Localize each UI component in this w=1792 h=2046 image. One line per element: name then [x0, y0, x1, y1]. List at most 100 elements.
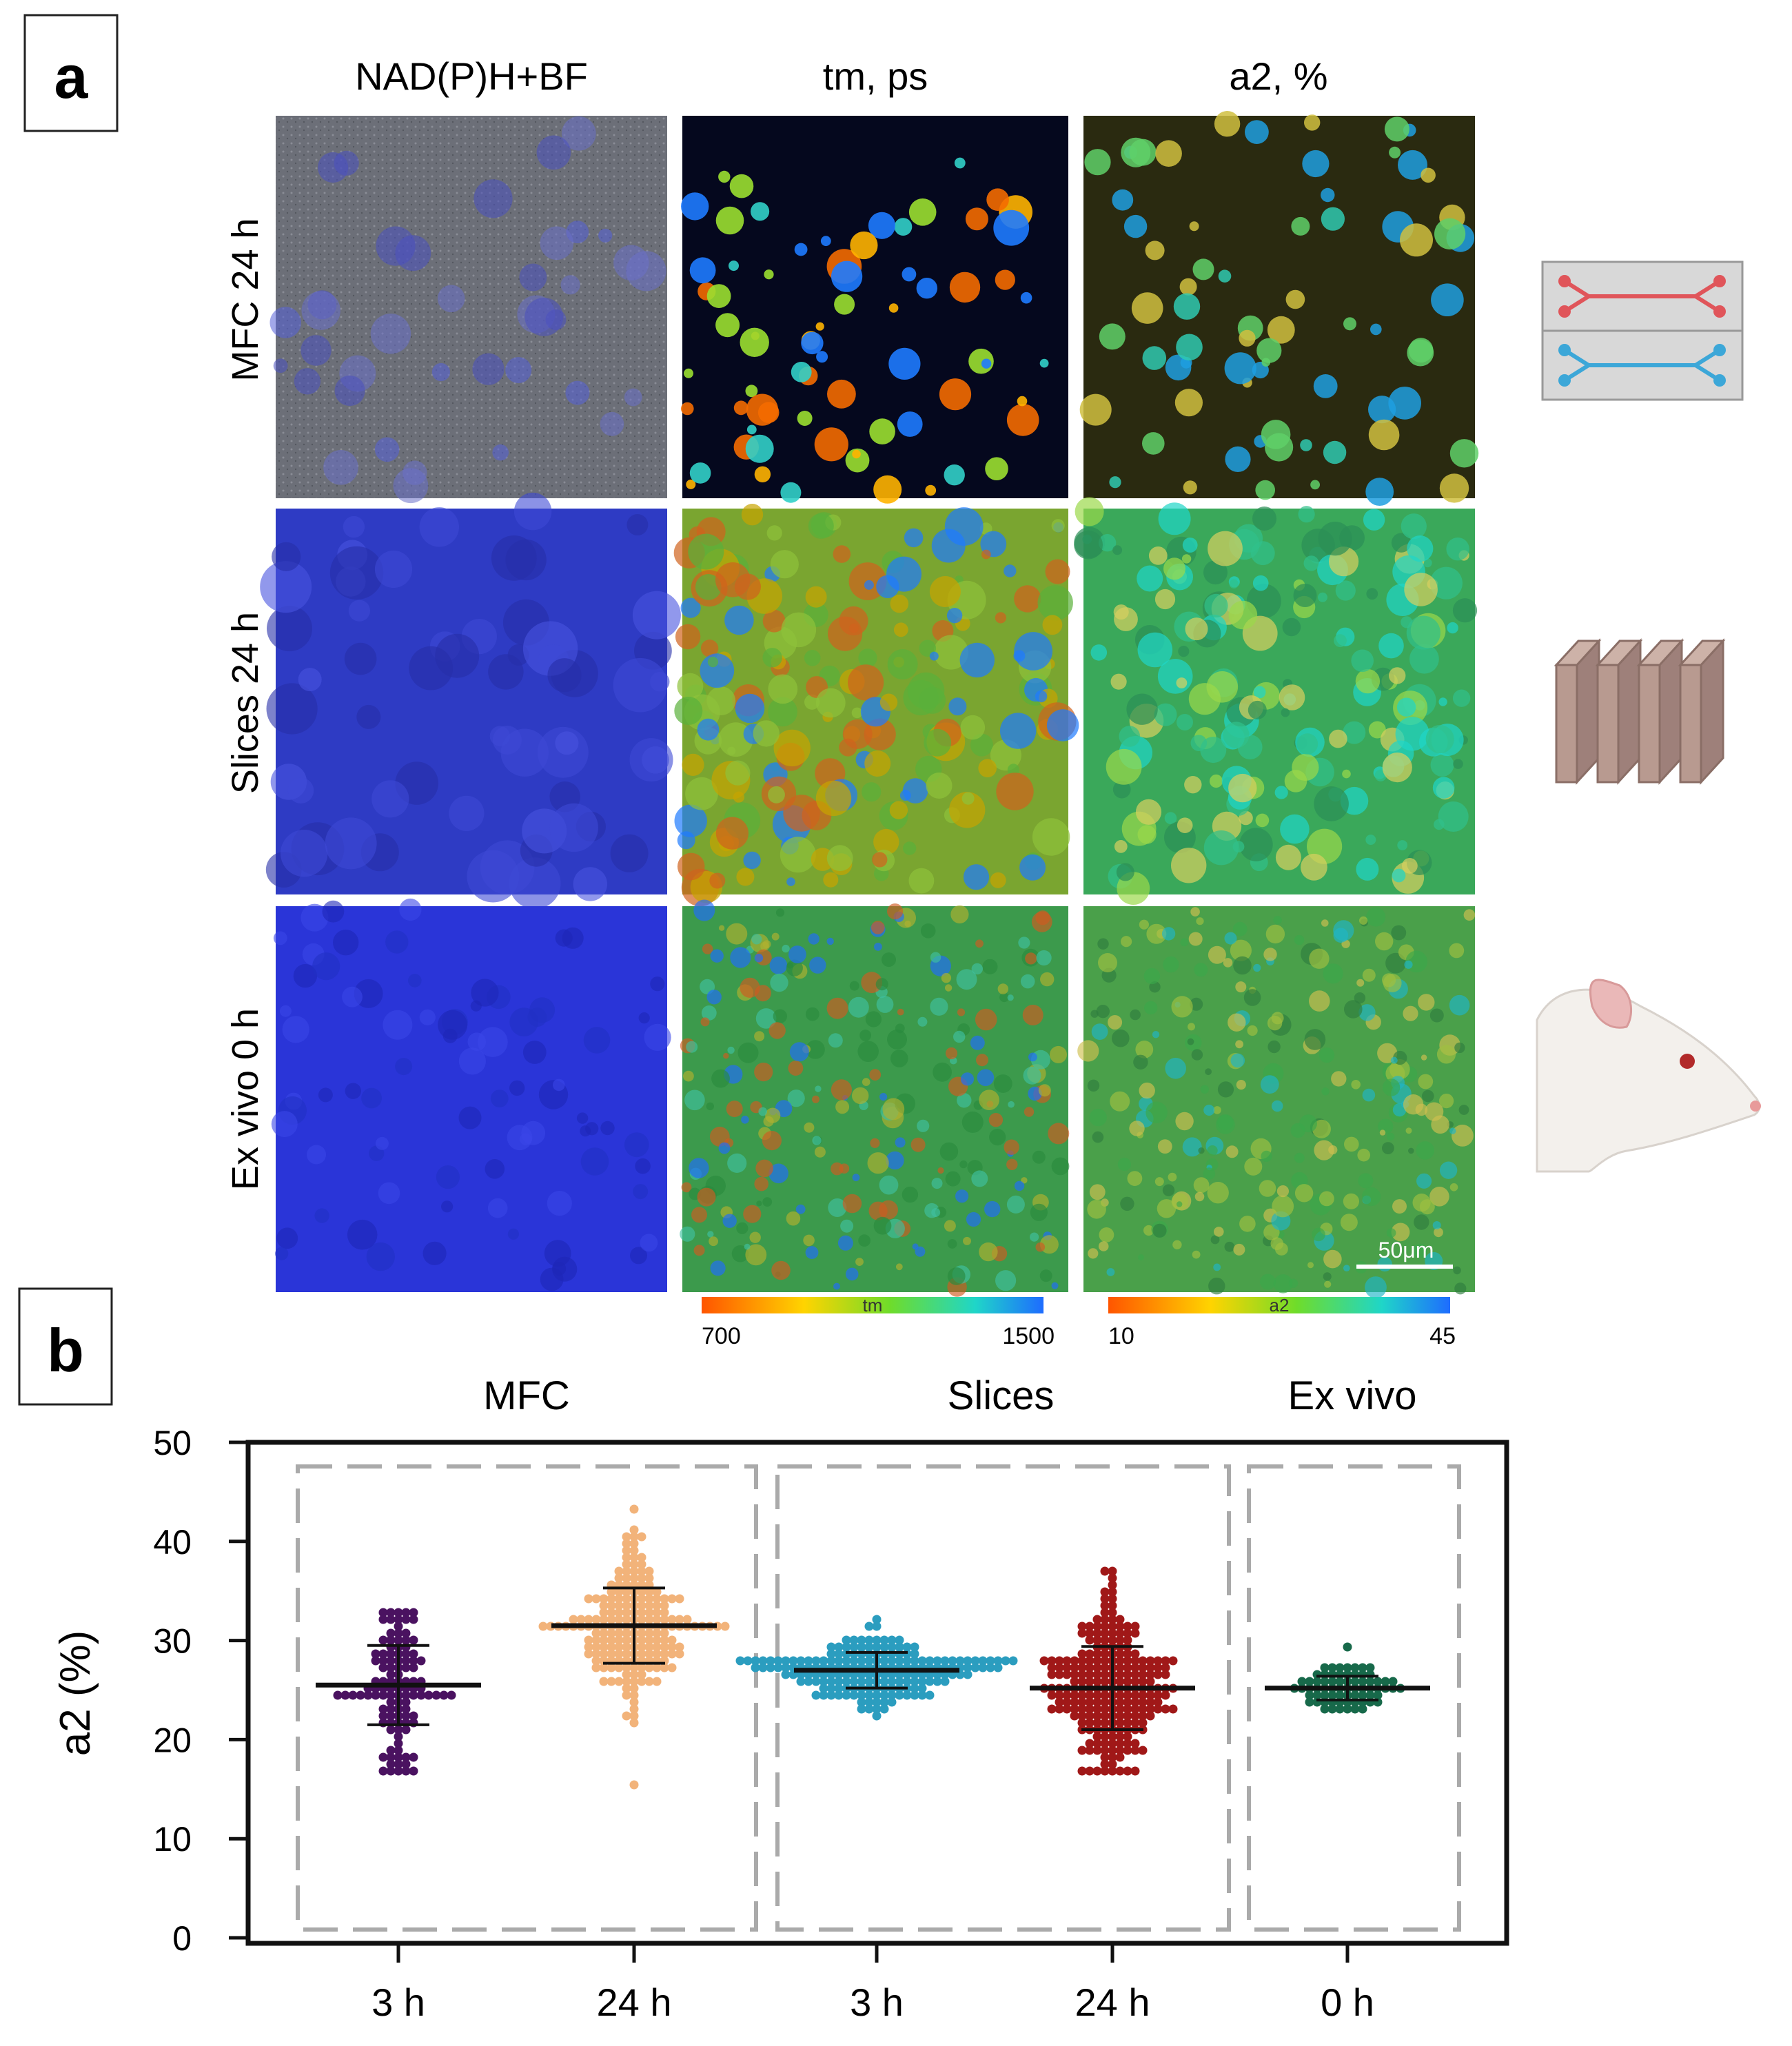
cell-spot	[755, 1159, 773, 1178]
cell-spot	[1045, 559, 1070, 584]
data-point	[1161, 1704, 1170, 1714]
cell-spot	[686, 479, 696, 489]
data-point	[386, 1697, 396, 1707]
data-point	[796, 1656, 806, 1666]
data-point	[629, 1504, 639, 1514]
cell-spot	[1143, 1225, 1154, 1236]
data-point	[857, 1704, 866, 1714]
data-point	[409, 1766, 418, 1776]
data-point	[386, 1690, 396, 1700]
data-point	[1365, 1677, 1375, 1686]
cell-spot	[870, 1138, 880, 1148]
cell-spot	[1155, 140, 1182, 167]
data-point	[637, 1663, 646, 1672]
cell-spot	[1276, 1185, 1289, 1198]
cell-spot	[933, 635, 968, 670]
cell-spot	[1137, 565, 1163, 592]
cell-spot	[1028, 1086, 1042, 1101]
data-point	[788, 1656, 798, 1666]
cell-spot	[736, 1222, 749, 1234]
data-point	[660, 1615, 669, 1624]
cell-spot	[794, 243, 808, 256]
data-point	[1123, 1704, 1132, 1714]
data-point	[872, 1704, 882, 1714]
cell-spot	[904, 528, 924, 548]
data-point	[1138, 1697, 1148, 1707]
cell-spot	[1121, 936, 1132, 948]
cell-spot	[681, 192, 709, 221]
data-point	[1146, 1690, 1155, 1700]
data-point	[1100, 1718, 1110, 1728]
data-point	[622, 1539, 631, 1548]
cell-spot	[1007, 994, 1014, 1001]
cell-spot	[1454, 1042, 1465, 1054]
data-point	[864, 1642, 874, 1652]
cell-spot	[271, 1111, 298, 1138]
image-exvivo-nadph	[276, 906, 667, 1292]
data-point	[584, 1615, 593, 1624]
cell-spot	[1040, 972, 1055, 987]
data-point	[622, 1670, 631, 1679]
cell-spot	[1157, 659, 1193, 694]
cell-spot	[839, 606, 868, 636]
cell-spot	[347, 1219, 378, 1250]
cell-spot	[867, 1152, 889, 1174]
data-point	[1123, 1739, 1132, 1748]
data-point	[1358, 1663, 1367, 1672]
cell-spot	[441, 1200, 454, 1213]
cell-spot	[1020, 974, 1035, 989]
data-point	[409, 1615, 418, 1624]
cell-spot	[1182, 538, 1198, 553]
data-point	[1146, 1663, 1155, 1672]
cell-spot	[971, 963, 984, 975]
data-point	[591, 1649, 601, 1659]
data-point	[409, 1663, 418, 1672]
data-point	[378, 1752, 388, 1762]
cell-spot	[995, 1270, 1017, 1291]
cell-spot	[1161, 927, 1176, 941]
cell-spot	[1196, 917, 1204, 925]
cell-spot	[831, 1079, 852, 1101]
data-point	[644, 1635, 654, 1645]
x-tick-label: 0 h	[1321, 1981, 1374, 2024]
cell-spot	[1438, 801, 1469, 832]
data-point	[378, 1766, 388, 1776]
cell-spot	[1447, 622, 1458, 634]
cell-spot	[1120, 1196, 1134, 1211]
data-point	[879, 1690, 889, 1700]
cell-spot	[941, 972, 952, 983]
data-point	[599, 1594, 609, 1604]
cell-spot	[945, 1047, 958, 1060]
cell-spot	[768, 1163, 788, 1184]
data-point	[371, 1690, 380, 1700]
data-point	[872, 1622, 882, 1631]
data-point	[538, 1622, 548, 1631]
cell-spot	[1358, 1004, 1376, 1021]
rat-head-icon	[1536, 979, 1761, 1173]
cell-spot	[322, 900, 345, 923]
cell-spot	[718, 1142, 731, 1154]
cell-spot	[729, 174, 754, 198]
cell-spot	[458, 1106, 482, 1129]
data-point	[1108, 1580, 1117, 1590]
data-point	[652, 1642, 662, 1652]
data-point	[1123, 1746, 1132, 1755]
cell-spot	[509, 1080, 525, 1096]
data-point	[895, 1635, 904, 1645]
cell-spot	[1321, 207, 1345, 231]
cell-spot	[1014, 1180, 1025, 1191]
panel-b-label: b	[47, 1316, 84, 1384]
cell-spot	[1030, 1232, 1039, 1242]
cell-spot	[979, 1242, 998, 1262]
data-point	[1092, 1649, 1102, 1659]
data-point	[1085, 1766, 1094, 1776]
cell-spot	[1017, 396, 1028, 407]
cell-spot	[492, 444, 509, 461]
data-point	[401, 1642, 411, 1652]
tissue-slices-icon	[1554, 638, 1726, 785]
y-axis-title: a2 (%)	[52, 1630, 99, 1757]
data-point	[804, 1656, 813, 1666]
cell-spot	[873, 828, 899, 855]
data-point	[902, 1677, 912, 1686]
cell-spot	[399, 898, 422, 921]
